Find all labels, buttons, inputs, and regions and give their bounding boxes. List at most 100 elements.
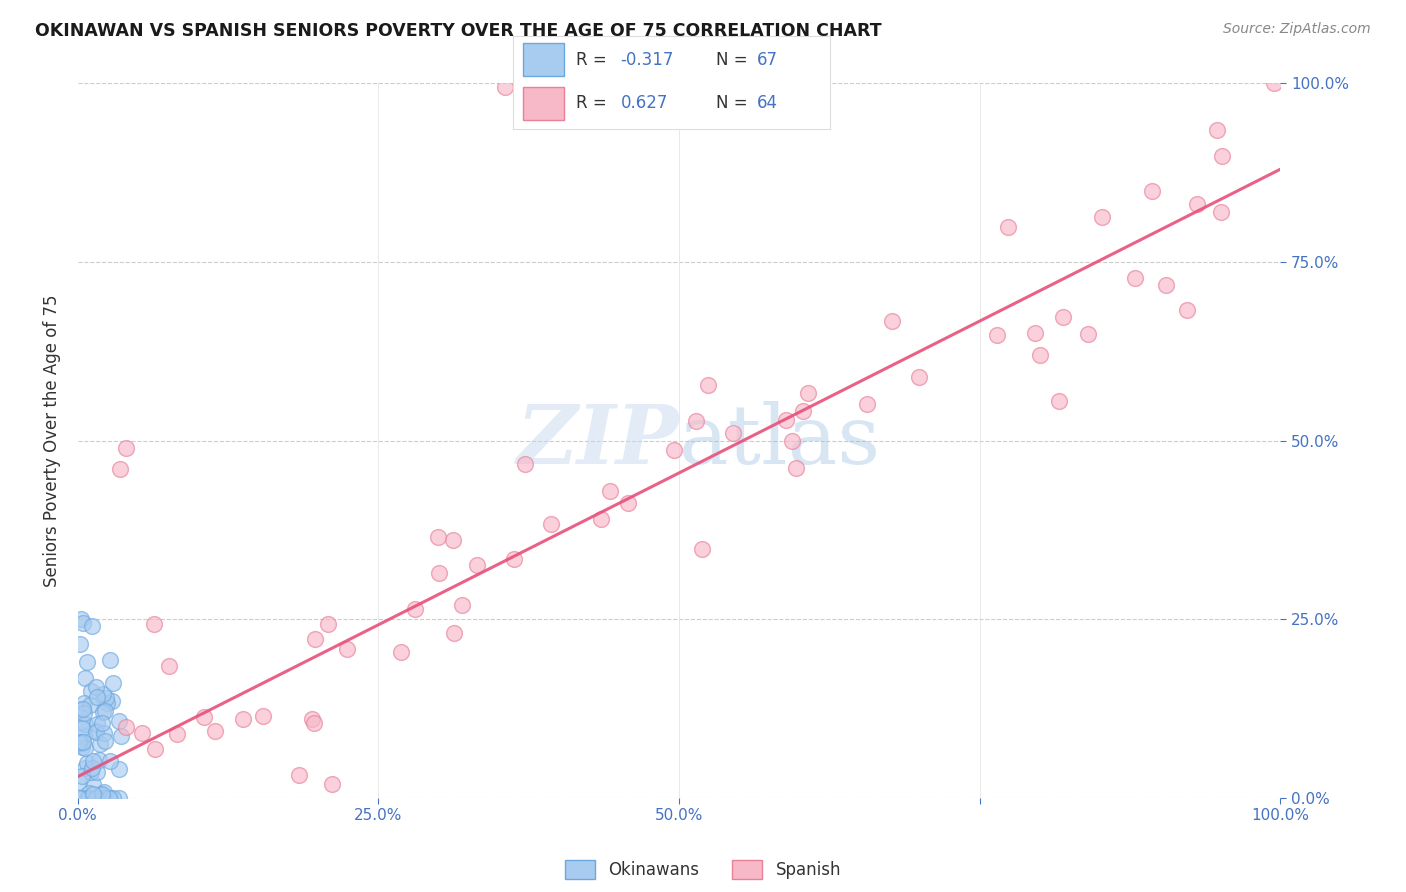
- Point: [450, 598, 472, 612]
- Point: [76, 756, 98, 770]
- Text: Source: ZipAtlas.com: Source: ZipAtlas.com: [1223, 22, 1371, 37]
- Point: [82, 754, 104, 768]
- Point: [1047, 394, 1070, 409]
- Text: R =: R =: [576, 51, 613, 69]
- Point: [90, 716, 112, 731]
- Point: [72, 702, 94, 716]
- Point: [67, 774, 90, 789]
- Point: [73, 697, 96, 711]
- Point: [107, 762, 129, 776]
- Point: [204, 724, 226, 739]
- Point: [90, 788, 112, 802]
- Point: [94, 704, 117, 718]
- Point: [780, 434, 803, 448]
- Point: [93, 785, 115, 799]
- Point: [72, 735, 94, 749]
- Point: [67, 735, 90, 749]
- Point: [696, 378, 718, 392]
- Point: [69, 736, 91, 750]
- Point: [101, 694, 124, 708]
- Point: [1077, 326, 1099, 341]
- Point: [252, 709, 274, 723]
- Point: [1154, 278, 1177, 293]
- Text: N =: N =: [716, 51, 752, 69]
- Point: [73, 706, 96, 720]
- Point: [70, 769, 93, 783]
- Point: [107, 714, 129, 729]
- Text: R =: R =: [576, 94, 613, 112]
- Point: [76, 791, 98, 805]
- Point: [70, 739, 93, 754]
- Point: [67, 791, 90, 805]
- Text: -0.317: -0.317: [620, 51, 673, 69]
- Point: [389, 645, 412, 659]
- Point: [166, 727, 188, 741]
- Point: [1205, 123, 1227, 137]
- Point: [304, 632, 326, 646]
- Point: [98, 791, 121, 805]
- Point: [76, 791, 98, 805]
- Point: [427, 566, 450, 580]
- Point: [93, 791, 115, 805]
- Point: [302, 716, 325, 731]
- Point: [1052, 310, 1074, 324]
- Point: [86, 690, 108, 704]
- Point: [986, 328, 1008, 343]
- Point: [70, 714, 93, 729]
- Point: [103, 676, 125, 690]
- Point: [145, 741, 167, 756]
- Point: [1175, 303, 1198, 318]
- Point: [287, 768, 309, 782]
- Point: [84, 791, 107, 805]
- Point: [232, 712, 254, 726]
- Point: [108, 462, 131, 476]
- Point: [662, 442, 685, 457]
- Point: [157, 659, 180, 673]
- Point: [690, 541, 713, 556]
- Point: [1024, 326, 1046, 340]
- Point: [1091, 211, 1114, 225]
- Point: [79, 698, 101, 712]
- Point: [70, 721, 93, 735]
- Point: [98, 754, 121, 768]
- Point: [1211, 149, 1233, 163]
- Text: atlas: atlas: [679, 401, 882, 481]
- Point: [427, 530, 450, 544]
- Point: [599, 484, 621, 499]
- Point: [108, 791, 131, 805]
- Point: [89, 737, 111, 751]
- Point: [1140, 184, 1163, 198]
- Point: [321, 777, 343, 791]
- Point: [617, 496, 640, 510]
- Point: [513, 457, 536, 471]
- Point: [98, 791, 121, 805]
- Point: [72, 615, 94, 630]
- Point: [997, 219, 1019, 234]
- Point: [540, 517, 562, 532]
- Point: [110, 729, 132, 743]
- Point: [880, 313, 903, 327]
- Point: [685, 415, 707, 429]
- Point: [792, 403, 814, 417]
- Point: [797, 385, 820, 400]
- Point: [131, 726, 153, 740]
- Point: [77, 786, 100, 800]
- Point: [76, 655, 98, 669]
- Point: [1029, 348, 1052, 362]
- Point: [79, 684, 101, 698]
- Point: [91, 687, 114, 701]
- Point: [70, 702, 93, 716]
- Point: [908, 370, 931, 384]
- Point: [1123, 271, 1146, 285]
- Point: [721, 426, 744, 441]
- Point: [98, 653, 121, 667]
- Point: [441, 533, 464, 548]
- Point: [84, 724, 107, 739]
- Y-axis label: Seniors Poverty Over the Age of 75: Seniors Poverty Over the Age of 75: [44, 294, 60, 587]
- Text: 67: 67: [756, 51, 778, 69]
- Text: 0.627: 0.627: [620, 94, 668, 112]
- FancyBboxPatch shape: [523, 43, 564, 76]
- Point: [84, 680, 107, 694]
- Text: OKINAWAN VS SPANISH SENIORS POVERTY OVER THE AGE OF 75 CORRELATION CHART: OKINAWAN VS SPANISH SENIORS POVERTY OVER…: [35, 22, 882, 40]
- Point: [193, 710, 215, 724]
